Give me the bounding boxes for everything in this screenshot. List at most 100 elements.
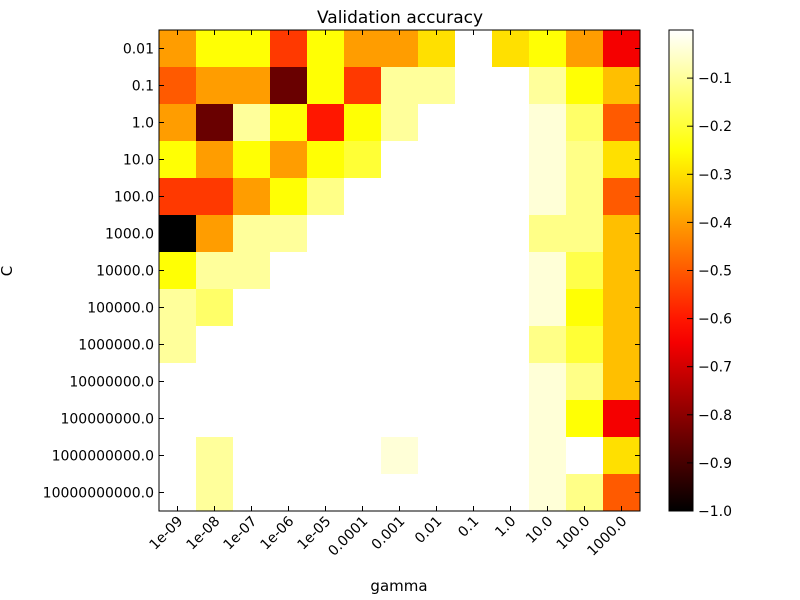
heatmap-cell — [159, 104, 197, 142]
heatmap-cell — [307, 326, 345, 364]
heatmap-cell — [233, 141, 271, 179]
heatmap-cell — [603, 67, 641, 105]
heatmap-cell — [529, 326, 567, 364]
x-tick-label: 1e-06 — [257, 513, 297, 553]
heatmap-cell — [344, 104, 382, 142]
heatmap-cell — [344, 363, 382, 401]
heatmap-cell — [159, 30, 197, 68]
y-tick-label: 0.01 — [123, 42, 154, 58]
heatmap-cell — [603, 326, 641, 364]
x-tick-label: 0.1 — [455, 514, 482, 541]
heatmap-cell — [307, 400, 345, 438]
heatmap-cell — [566, 104, 604, 142]
heatmap-cell — [529, 363, 567, 401]
heatmap-cell — [159, 252, 197, 290]
heatmap-cell — [381, 400, 419, 438]
heatmap-cell — [381, 326, 419, 364]
y-tick-label: 1000.0 — [105, 227, 154, 243]
heatmap-cell — [455, 104, 493, 142]
heatmap-cell — [492, 289, 530, 327]
heatmap-cell — [492, 215, 530, 253]
heatmap-cell — [455, 289, 493, 327]
colorbar-tick-label: −0.8 — [698, 408, 732, 424]
heatmap-cell — [418, 326, 456, 364]
heatmap-cell — [307, 215, 345, 253]
x-tick-label: 1000.0 — [584, 514, 630, 560]
heatmap-cell — [529, 104, 567, 142]
heatmap-cell — [270, 289, 308, 327]
heatmap-cell — [159, 437, 197, 475]
colorbar-tick-label: −0.4 — [698, 215, 732, 231]
heatmap-cell — [381, 30, 419, 68]
heatmap-cell — [492, 67, 530, 105]
chart-title: Validation accuracy — [317, 8, 483, 28]
colorbar-tick-label: −0.6 — [698, 312, 732, 328]
x-tick-label: 10.0 — [523, 514, 556, 547]
heatmap-cell — [381, 178, 419, 216]
heatmap-cell — [381, 252, 419, 290]
heatmap-cell — [159, 363, 197, 401]
y-axis-ticks: 0.01 0.1 1.0 10.0 100.0 1000.0 10000.0 100000.0… — [43, 42, 640, 502]
heatmap-cell — [492, 437, 530, 475]
heatmap-cell — [566, 67, 604, 105]
heatmap-cell — [233, 178, 271, 216]
heatmap-cell — [455, 252, 493, 290]
heatmap-cell — [233, 437, 271, 475]
x-tick-label: 1.0 — [492, 514, 519, 541]
heatmap-cell — [418, 474, 456, 512]
heatmap-cell — [455, 178, 493, 216]
heatmap-cell — [159, 474, 197, 512]
heatmap-cell — [196, 252, 234, 290]
heatmap-cell — [270, 104, 308, 142]
heatmap-cell — [603, 437, 641, 475]
heatmap-cell — [159, 178, 197, 216]
y-tick-label: 1.0 — [132, 116, 154, 132]
heatmap-cell — [196, 437, 234, 475]
heatmap-cell — [381, 363, 419, 401]
heatmap-cell — [344, 30, 382, 68]
heatmap-cell — [270, 252, 308, 290]
heatmap-cell — [418, 104, 456, 142]
heatmap-cell — [381, 215, 419, 253]
heatmap-cell — [566, 363, 604, 401]
heatmap-cell — [159, 326, 197, 364]
heatmap-cell — [270, 474, 308, 512]
heatmap-cell — [455, 437, 493, 475]
y-tick-label: 1000000.0 — [78, 338, 154, 354]
heatmap-cell — [603, 178, 641, 216]
x-axis-label: gamma — [370, 577, 427, 595]
heatmap-cell — [529, 178, 567, 216]
x-tick-label: 1e-07 — [220, 514, 260, 554]
heatmap-cell — [307, 178, 345, 216]
heatmap-cell — [381, 437, 419, 475]
y-tick-label: 10000.0 — [96, 264, 154, 280]
heatmap-cell — [344, 178, 382, 216]
heatmap-cell — [233, 67, 271, 105]
heatmap-cell — [270, 178, 308, 216]
heatmap-cell — [455, 326, 493, 364]
heatmap-cell — [566, 289, 604, 327]
heatmap-cell — [418, 141, 456, 179]
colorbar-tick-label: −0.3 — [698, 167, 732, 183]
heatmap-cell — [455, 30, 493, 68]
x-tick-label: 0.0001 — [325, 514, 371, 560]
heatmap-cell — [418, 252, 456, 290]
heatmap-cell — [196, 326, 234, 364]
heatmap-cell — [529, 437, 567, 475]
colorbar-tick-label: −0.5 — [698, 264, 732, 280]
heatmap-cell — [529, 289, 567, 327]
heatmap-cell — [529, 400, 567, 438]
heatmap-cell — [381, 67, 419, 105]
heatmap-cell — [196, 178, 234, 216]
heatmap-cell — [344, 289, 382, 327]
heatmap-cell — [381, 104, 419, 142]
heatmap-cell — [492, 30, 530, 68]
heatmap-cell — [529, 67, 567, 105]
heatmap-cell — [307, 363, 345, 401]
heatmap-cell — [233, 104, 271, 142]
heatmap-cell — [418, 30, 456, 68]
heatmap-cell — [233, 252, 271, 290]
heatmap-cell — [270, 141, 308, 179]
heatmap-cells — [159, 30, 641, 512]
colorbar-tick-label: −0.1 — [698, 71, 732, 87]
